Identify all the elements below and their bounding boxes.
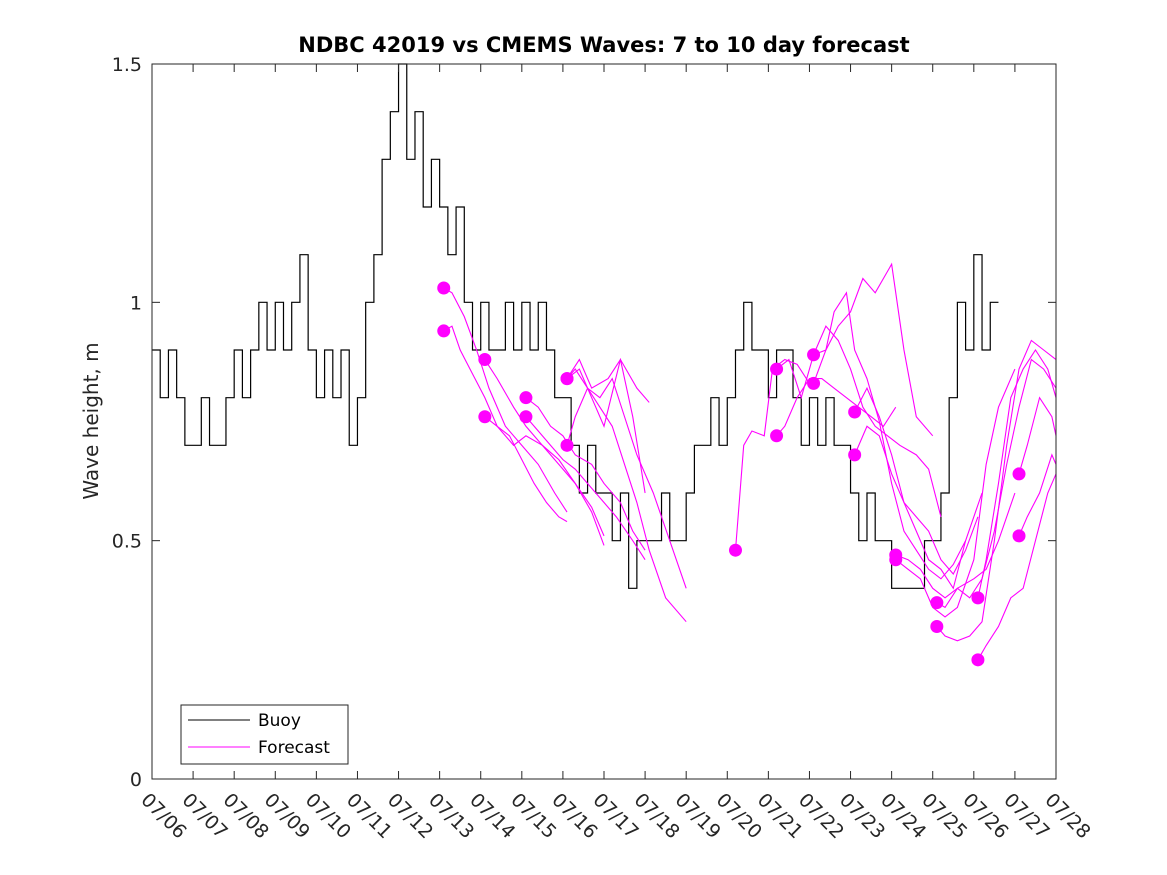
forecast-series-line-10: [566, 358, 646, 494]
legend: Buoy Forecast: [180, 704, 349, 765]
forecast-start-marker: [770, 429, 784, 443]
forecast-series-line-5: [525, 397, 646, 551]
forecast-series-line-15: [813, 291, 967, 580]
y-tick-label: 0: [130, 769, 142, 791]
forecast-series-line-24: [1018, 396, 1057, 475]
forecast-start-marker: [807, 376, 821, 390]
forecast-start-marker: [519, 391, 533, 405]
forecast-series-line-9: [566, 358, 650, 428]
forecast-start-marker: [478, 410, 492, 424]
chart-title: NDBC 42019 vs CMEMS Waves: 7 to 10 day f…: [298, 33, 909, 57]
forecast-series-line-8: [566, 386, 687, 623]
forecast-start-marker: [437, 324, 451, 338]
forecast-start-marker: [1012, 529, 1026, 543]
forecast-series-line-14: [813, 325, 942, 517]
forecast-series-line-16: [854, 386, 979, 576]
legend-label-forecast: Forecast: [258, 738, 330, 758]
forecast-series-line-6: [525, 416, 646, 561]
buoy-series-line: [152, 63, 999, 589]
forecast-series-line-13: [776, 262, 934, 437]
forecast-start-marker: [807, 348, 821, 362]
forecast-series-line-4: [484, 416, 605, 537]
forecast-start-marker: [519, 410, 533, 424]
forecast-start-marker: [770, 362, 784, 376]
forecast-series-line-25: [1018, 453, 1057, 537]
legend-label-buoy: Buoy: [258, 711, 301, 731]
forecast-start-marker: [930, 619, 944, 633]
forecast-start-marker: [478, 353, 492, 367]
y-tick-label: 1.5: [112, 54, 142, 76]
forecast-start-marker: [560, 372, 574, 386]
forecast-start-marker: [1012, 467, 1026, 481]
forecast-start-marker: [437, 281, 451, 295]
forecast-series-line-19: [895, 368, 1016, 618]
forecast-start-marker: [971, 653, 985, 667]
forecast-series-line-11: [734, 358, 810, 551]
forecast-start-marker: [889, 553, 903, 567]
forecast-series-line-23: [977, 473, 1057, 661]
axes-background: [152, 64, 1056, 779]
plot-area: 00.511.507/0607/0707/0807/0907/1007/1107…: [112, 54, 1095, 843]
y-tick-label: 1: [130, 292, 142, 314]
forecast-start-marker: [971, 591, 985, 605]
y-tick-label: 0.5: [112, 531, 142, 553]
forecast-start-marker: [560, 438, 574, 452]
forecast-series-line-21: [936, 339, 1057, 642]
legend-box: [180, 704, 349, 765]
y-axis-label: Wave height, m: [79, 342, 103, 499]
forecast-series-line-1: [443, 287, 568, 513]
forecast-series-line-22: [977, 348, 1057, 598]
forecast-series-line-17: [854, 425, 983, 590]
forecast-start-marker: [728, 543, 742, 557]
forecast-series-line-12: [776, 378, 897, 437]
forecast-series-line-2: [443, 325, 568, 523]
forecast-start-marker: [930, 596, 944, 610]
forecast-series-line-20: [936, 358, 1057, 609]
forecast-series-line-7: [566, 368, 687, 589]
forecast-start-marker: [848, 405, 862, 419]
forecast-start-marker: [848, 448, 862, 462]
